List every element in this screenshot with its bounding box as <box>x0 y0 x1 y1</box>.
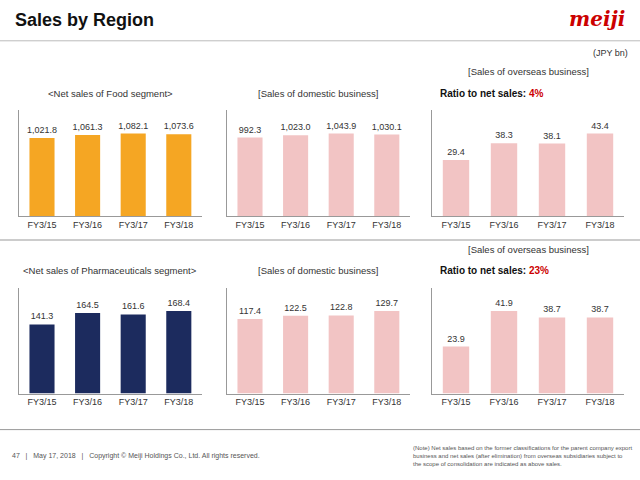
svg-text:FY3/15: FY3/15 <box>441 220 470 230</box>
svg-text:[Sales of overseas business]: [Sales of overseas business] <box>468 66 589 77</box>
svg-text:<Net sales of Pharmaceuticals: <Net sales of Pharmaceuticals segment> <box>23 265 197 276</box>
svg-text:117.4: 117.4 <box>239 306 261 316</box>
svg-text:FY3/15: FY3/15 <box>441 397 470 407</box>
svg-text:164.5: 164.5 <box>76 300 99 310</box>
svg-text:38.7: 38.7 <box>543 304 561 314</box>
svg-text:FY3/17: FY3/17 <box>119 220 148 230</box>
svg-text:FY3/16: FY3/16 <box>73 220 102 230</box>
svg-text:122.8: 122.8 <box>330 302 353 312</box>
svg-text:1,043.9: 1,043.9 <box>326 121 356 131</box>
svg-text:141.3: 141.3 <box>31 311 54 321</box>
svg-text:(Note) Net sales based on the: (Note) Net sales based on the former cla… <box>413 445 632 467</box>
svg-text:FY3/18: FY3/18 <box>372 397 401 407</box>
svg-text:1,023.0: 1,023.0 <box>281 122 311 132</box>
svg-text:[Sales of domestic business]: [Sales of domestic business] <box>258 88 378 99</box>
svg-text:Ratio to net sales: 23%: Ratio to net sales: 23% <box>440 265 549 276</box>
svg-text:1,030.1: 1,030.1 <box>372 122 402 132</box>
svg-text:43.4: 43.4 <box>591 121 609 131</box>
svg-text:47 | May 17, 2018 | Co: 47 | May 17, 2018 | Copyright © Meiji Ho… <box>12 452 260 460</box>
svg-text:FY3/18: FY3/18 <box>164 397 193 407</box>
svg-text:FY3/16: FY3/16 <box>281 397 310 407</box>
svg-text:1,082.1: 1,082.1 <box>118 121 148 131</box>
svg-text:FY3/17: FY3/17 <box>537 397 566 407</box>
svg-text:1,073.6: 1,073.6 <box>164 121 194 131</box>
svg-text:1,061.3: 1,061.3 <box>73 122 103 132</box>
svg-text:161.6: 161.6 <box>122 301 145 311</box>
svg-text:38.7: 38.7 <box>591 304 609 314</box>
svg-text:38.3: 38.3 <box>495 130 513 140</box>
svg-text:FY3/16: FY3/16 <box>73 397 102 407</box>
svg-text:Sales by Region: Sales by Region <box>15 10 154 30</box>
svg-text:992.3: 992.3 <box>239 125 262 135</box>
svg-text:(JPY bn): (JPY bn) <box>593 48 628 58</box>
svg-text:[Sales of domestic business]: [Sales of domestic business] <box>258 265 378 276</box>
svg-text:FY3/15: FY3/15 <box>27 220 56 230</box>
svg-text:FY3/18: FY3/18 <box>585 220 614 230</box>
svg-text:FY3/15: FY3/15 <box>27 397 56 407</box>
svg-text:FY3/17: FY3/17 <box>327 397 356 407</box>
svg-text:122.5: 122.5 <box>284 303 307 313</box>
svg-text:FY3/16: FY3/16 <box>489 397 518 407</box>
svg-text:29.4: 29.4 <box>447 147 465 157</box>
svg-text:meiji: meiji <box>569 7 625 31</box>
svg-text:[Sales of overseas business]: [Sales of overseas business] <box>468 244 589 255</box>
svg-text:FY3/15: FY3/15 <box>235 397 264 407</box>
svg-text:FY3/16: FY3/16 <box>489 220 518 230</box>
svg-text:FY3/17: FY3/17 <box>327 220 356 230</box>
svg-text:168.4: 168.4 <box>168 298 191 308</box>
svg-text:FY3/15: FY3/15 <box>235 220 264 230</box>
svg-text:FY3/16: FY3/16 <box>281 220 310 230</box>
svg-text:FY3/18: FY3/18 <box>585 397 614 407</box>
svg-text:129.7: 129.7 <box>376 298 399 308</box>
svg-text:Ratio to net sales: 4%: Ratio to net sales: 4% <box>440 88 543 99</box>
svg-text:FY3/18: FY3/18 <box>164 220 193 230</box>
svg-text:23.9: 23.9 <box>447 334 465 344</box>
svg-text:1,021.8: 1,021.8 <box>27 125 57 135</box>
svg-text:<Net sales of Food segment>: <Net sales of Food segment> <box>48 88 173 99</box>
svg-text:FY3/18: FY3/18 <box>372 220 401 230</box>
svg-text:41.9: 41.9 <box>495 298 513 308</box>
svg-text:FY3/17: FY3/17 <box>119 397 148 407</box>
svg-text:FY3/17: FY3/17 <box>537 220 566 230</box>
svg-text:38.1: 38.1 <box>543 131 561 141</box>
